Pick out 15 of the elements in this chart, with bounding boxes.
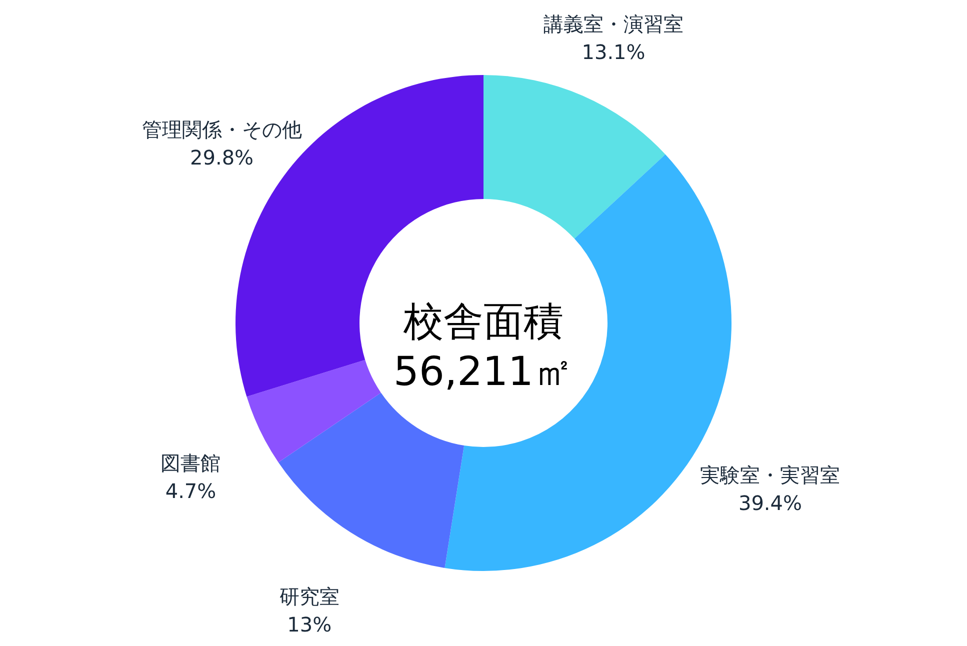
- slice-label: 図書館: [160, 451, 221, 476]
- data-label: 13%: [287, 612, 332, 636]
- donut-slice: [246, 360, 381, 462]
- data-label: 13.1%: [582, 40, 646, 64]
- data-label: 29.8%: [190, 145, 254, 170]
- data-label: 4.7%: [165, 479, 216, 504]
- donut-slice: [484, 75, 666, 239]
- text: 56,211㎡: [394, 349, 574, 395]
- slice-label: 管理関係・その他: [142, 117, 302, 142]
- slice-label: 実験室・実習室: [700, 462, 840, 487]
- data-label: 39.4%: [738, 490, 802, 515]
- slice-label: 研究室: [279, 584, 340, 608]
- slice-label: 講義室・演習室: [544, 12, 684, 36]
- donut-slice: [278, 392, 464, 568]
- text: 校舎面積: [402, 299, 564, 345]
